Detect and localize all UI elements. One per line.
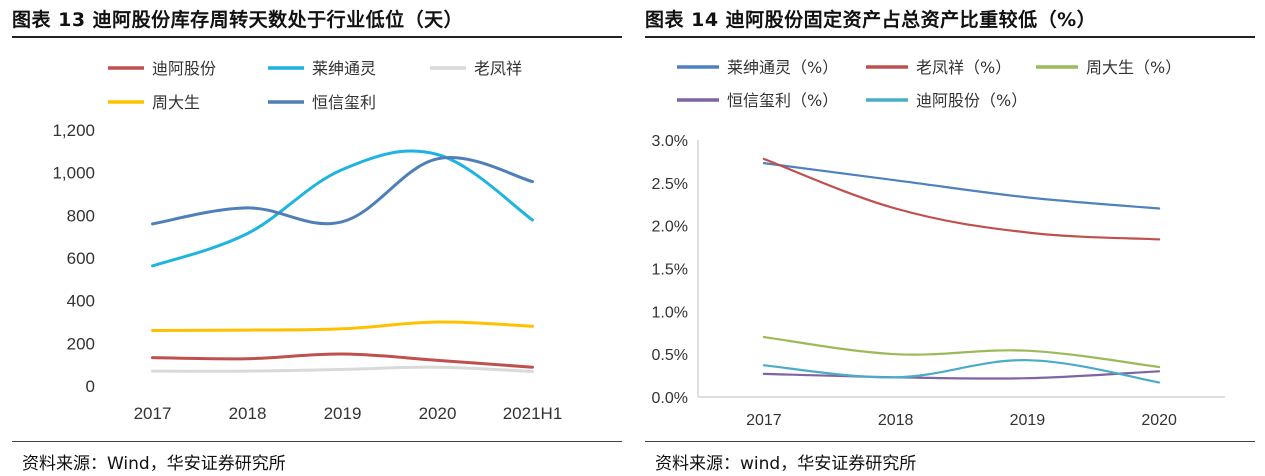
source-note: 资料来源：wind，华安证券研究所 (655, 454, 917, 474)
right-chart-svg: 莱绅通灵（%） 老凤祥（%） 周大生（%） 恒信玺利（%） 迪阿股份（%） 0.0% 0.5… (652, 58, 1225, 429)
title-rule (12, 36, 622, 38)
y-tick-label: 400 (67, 292, 95, 311)
series-line (762, 335, 1161, 369)
legend-item: 周大生（%） (1036, 58, 1181, 77)
y-tick-label: 200 (67, 334, 95, 353)
legend-label: 周大生（%） (1086, 58, 1181, 77)
legend-label: 周大生 (152, 93, 200, 112)
legend-label: 老凤祥 (474, 59, 522, 78)
series-line (151, 365, 534, 373)
series-line (151, 352, 534, 369)
x-tick-label: 2017 (134, 404, 172, 423)
legend-label: 老凤祥（%） (916, 58, 1011, 77)
x-tick-label: 2017 (746, 412, 782, 429)
legend-label: 恒信玺利（%） (727, 91, 838, 110)
series-line (151, 149, 534, 268)
series-line (151, 156, 534, 226)
y-tick-label: 1.0% (652, 304, 688, 321)
y-tick-label: 0 (86, 377, 95, 396)
x-tick-label: 2018 (229, 404, 267, 423)
y-tick-label: 3.0% (652, 133, 688, 150)
y-tick-label: 600 (67, 249, 95, 268)
series-line (762, 157, 1161, 241)
legend-label: 迪阿股份 (152, 59, 216, 78)
x-tick-label: 2020 (1141, 412, 1177, 429)
legend-item: 莱绅通灵（%） (677, 58, 838, 77)
x-tick-label: 2018 (878, 412, 914, 429)
chart-title: 图表 14 迪阿股份固定资产占总资产比重较低（%） (645, 9, 1097, 31)
y-tick-label: 2.5% (652, 176, 688, 193)
legend-item: 莱绅通灵 (268, 59, 376, 78)
y-tick-label: 1,000 (52, 164, 95, 183)
x-tick-label: 2021H1 (503, 404, 563, 423)
series-line (762, 370, 1161, 380)
series-line (762, 359, 1161, 384)
y-tick-label: 0.0% (652, 390, 688, 407)
x-tick-label: 2019 (1010, 412, 1046, 429)
right-chart-panel: 图表 14 迪阿股份固定资产占总资产比重较低（%） 莱绅通灵（%） 老凤祥（%） 周… (633, 0, 1265, 476)
legend-item: 恒信玺利（%） (677, 91, 838, 110)
legend-item: 老凤祥 (430, 59, 522, 78)
legend-label: 迪阿股份（%） (916, 91, 1027, 110)
chart-title: 图表 13 迪阿股份库存周转天数处于行业低位（天） (12, 9, 464, 31)
y-tick-label: 0.5% (652, 347, 688, 364)
y-tick-label: 1.5% (652, 262, 688, 279)
legend-label: 莱绅通灵 (312, 59, 376, 78)
x-tick-label: 2020 (419, 404, 457, 423)
legend-label: 莱绅通灵（%） (727, 58, 838, 77)
y-tick-label: 800 (67, 206, 95, 225)
y-tick-label: 1,200 (52, 121, 95, 140)
title-rule (645, 36, 1255, 38)
y-tick-label: 2.0% (652, 219, 688, 236)
left-chart-panel: 图表 13 迪阿股份库存周转天数处于行业低位（天） 迪阿股份 莱绅通灵 老凤祥周大生… (0, 0, 632, 476)
legend-item: 迪阿股份（%） (866, 91, 1027, 110)
series-line (762, 162, 1161, 210)
source-note: 资料来源：Wind，华安证券研究所 (22, 454, 286, 474)
legend-item: 周大生 (108, 93, 200, 112)
source-rule (645, 441, 1255, 442)
legend-label: 恒信玺利 (312, 93, 376, 112)
legend-item: 迪阿股份 (108, 59, 216, 78)
legend-item: 老凤祥（%） (866, 58, 1011, 77)
x-tick-label: 2019 (324, 404, 362, 423)
source-rule (12, 441, 622, 442)
legend-item: 恒信玺利 (268, 93, 376, 112)
series-line (151, 320, 534, 333)
